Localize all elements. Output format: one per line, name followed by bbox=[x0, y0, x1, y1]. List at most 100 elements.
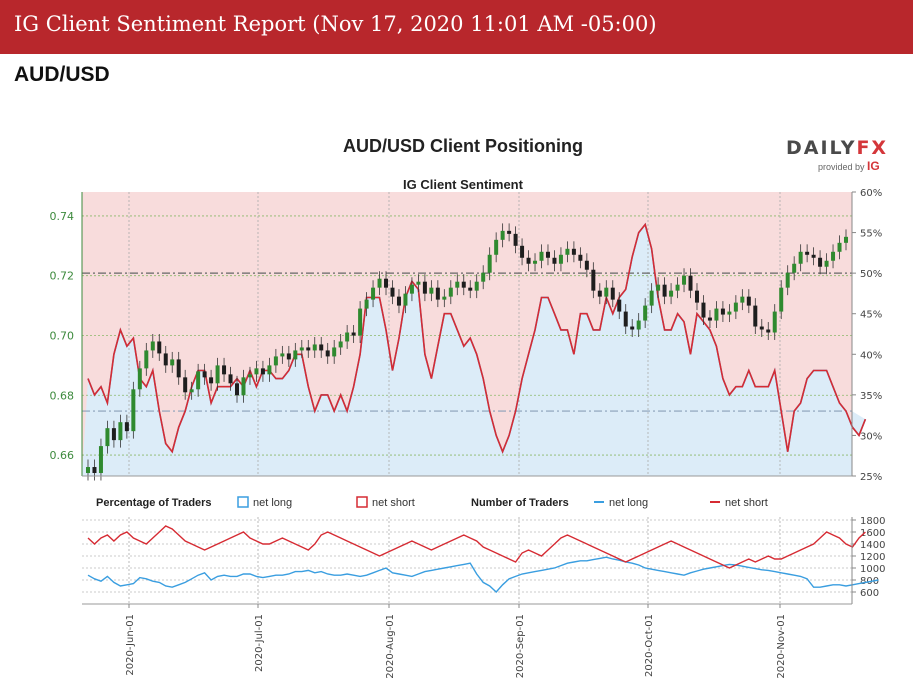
sentiment-tick-label: 40% bbox=[860, 350, 882, 361]
candle-body bbox=[461, 281, 466, 288]
price-candle bbox=[92, 459, 97, 481]
price-candle bbox=[163, 345, 168, 373]
traders-tick-label: 600 bbox=[860, 588, 879, 599]
candle-body bbox=[727, 311, 732, 315]
x-tick-label: 2020-Nov-01 bbox=[776, 614, 787, 679]
candle-body bbox=[189, 389, 194, 393]
candle-body bbox=[779, 287, 784, 312]
price-candle bbox=[584, 253, 589, 278]
legend-short-swatch bbox=[356, 496, 368, 508]
price-candle bbox=[720, 301, 725, 323]
sentiment-tick-label: 25% bbox=[860, 472, 882, 483]
price-candle bbox=[636, 313, 641, 337]
candle-body bbox=[487, 254, 492, 273]
candle-body bbox=[396, 296, 401, 306]
price-candle bbox=[371, 280, 376, 308]
candle-body bbox=[798, 251, 803, 264]
price-candle bbox=[351, 325, 356, 343]
price-candle bbox=[565, 241, 570, 263]
sentiment-tick-label: 55% bbox=[860, 229, 882, 240]
candle-body bbox=[228, 374, 233, 384]
price-candle bbox=[539, 244, 544, 269]
legend-long-swatch bbox=[237, 496, 249, 508]
price-candle bbox=[805, 244, 810, 263]
price-candle bbox=[481, 265, 486, 290]
logo-brand-daily: DAILY bbox=[786, 137, 857, 159]
price-candle bbox=[293, 342, 298, 367]
price-candle bbox=[455, 274, 460, 296]
price-candle bbox=[533, 253, 538, 272]
candle-body bbox=[312, 344, 317, 351]
candle-body bbox=[286, 353, 291, 360]
price-candle bbox=[150, 334, 155, 358]
price-candle bbox=[461, 274, 466, 296]
candle-body bbox=[759, 326, 764, 330]
price-candle bbox=[280, 345, 285, 364]
price-candle bbox=[545, 244, 550, 266]
candle-body bbox=[403, 293, 408, 306]
candle-body bbox=[772, 311, 777, 333]
price-candle bbox=[429, 280, 434, 302]
price-candle bbox=[740, 289, 745, 311]
x-tick-label: 2020-Oct-01 bbox=[644, 614, 655, 677]
price-candle bbox=[215, 357, 220, 391]
candle-body bbox=[209, 377, 214, 384]
traders-tick-label: 1800 bbox=[860, 516, 885, 527]
price-candle bbox=[552, 250, 557, 272]
candle-body bbox=[707, 317, 712, 321]
price-candle bbox=[669, 283, 674, 305]
candle-body bbox=[202, 371, 207, 378]
x-tick-label: 2020-Jun-01 bbox=[125, 614, 136, 676]
candle-body bbox=[351, 332, 356, 336]
candle-body bbox=[682, 275, 687, 285]
candle-body bbox=[539, 251, 544, 261]
price-tick-label: 0.72 bbox=[50, 270, 75, 283]
chart-subtitle: IG Client Sentiment bbox=[403, 177, 524, 192]
sentiment-tick-label: 35% bbox=[860, 391, 882, 402]
price-candle bbox=[338, 334, 343, 355]
candle-body bbox=[792, 263, 797, 273]
candle-body bbox=[384, 278, 389, 288]
candle-body bbox=[545, 251, 550, 258]
price-candle bbox=[474, 274, 479, 299]
price-candle bbox=[306, 339, 311, 358]
price-candle bbox=[714, 301, 719, 329]
candle-body bbox=[390, 287, 395, 297]
candle-body bbox=[824, 260, 829, 267]
candle-body bbox=[273, 356, 278, 366]
price-tick-label: 0.74 bbox=[50, 210, 75, 223]
candle-body bbox=[520, 245, 525, 258]
candle-body bbox=[358, 308, 363, 336]
price-candle bbox=[792, 256, 797, 281]
x-tick-label: 2020-Aug-01 bbox=[385, 614, 396, 679]
price-candle bbox=[494, 232, 499, 263]
price-candle bbox=[824, 253, 829, 275]
dailyfx-logo: DAILYFX provided by IG bbox=[786, 137, 896, 177]
candle-body bbox=[98, 446, 103, 474]
legend-short-label: net short bbox=[372, 497, 415, 509]
candle-body bbox=[455, 281, 460, 288]
candle-body bbox=[649, 290, 654, 306]
price-candle bbox=[798, 244, 803, 272]
candle-body bbox=[448, 287, 453, 297]
candle-body bbox=[144, 350, 149, 369]
price-candle bbox=[649, 283, 654, 314]
logo-provided-by: provided by bbox=[818, 162, 865, 172]
price-candle bbox=[286, 345, 291, 367]
price-candle bbox=[422, 274, 427, 302]
candle-body bbox=[617, 299, 622, 312]
legend-long-line-label: net long bbox=[609, 497, 648, 509]
candle-body bbox=[429, 287, 434, 294]
price-tick-label: 0.66 bbox=[50, 449, 75, 462]
price-candle bbox=[254, 360, 259, 382]
candle-body bbox=[111, 428, 116, 441]
candle-body bbox=[507, 230, 512, 234]
candle-body bbox=[241, 377, 246, 396]
candle-body bbox=[176, 359, 181, 378]
price-candle bbox=[312, 336, 317, 358]
candle-body bbox=[260, 368, 265, 375]
price-candle bbox=[358, 301, 363, 343]
price-candle bbox=[319, 336, 324, 358]
candle-body bbox=[481, 272, 486, 282]
